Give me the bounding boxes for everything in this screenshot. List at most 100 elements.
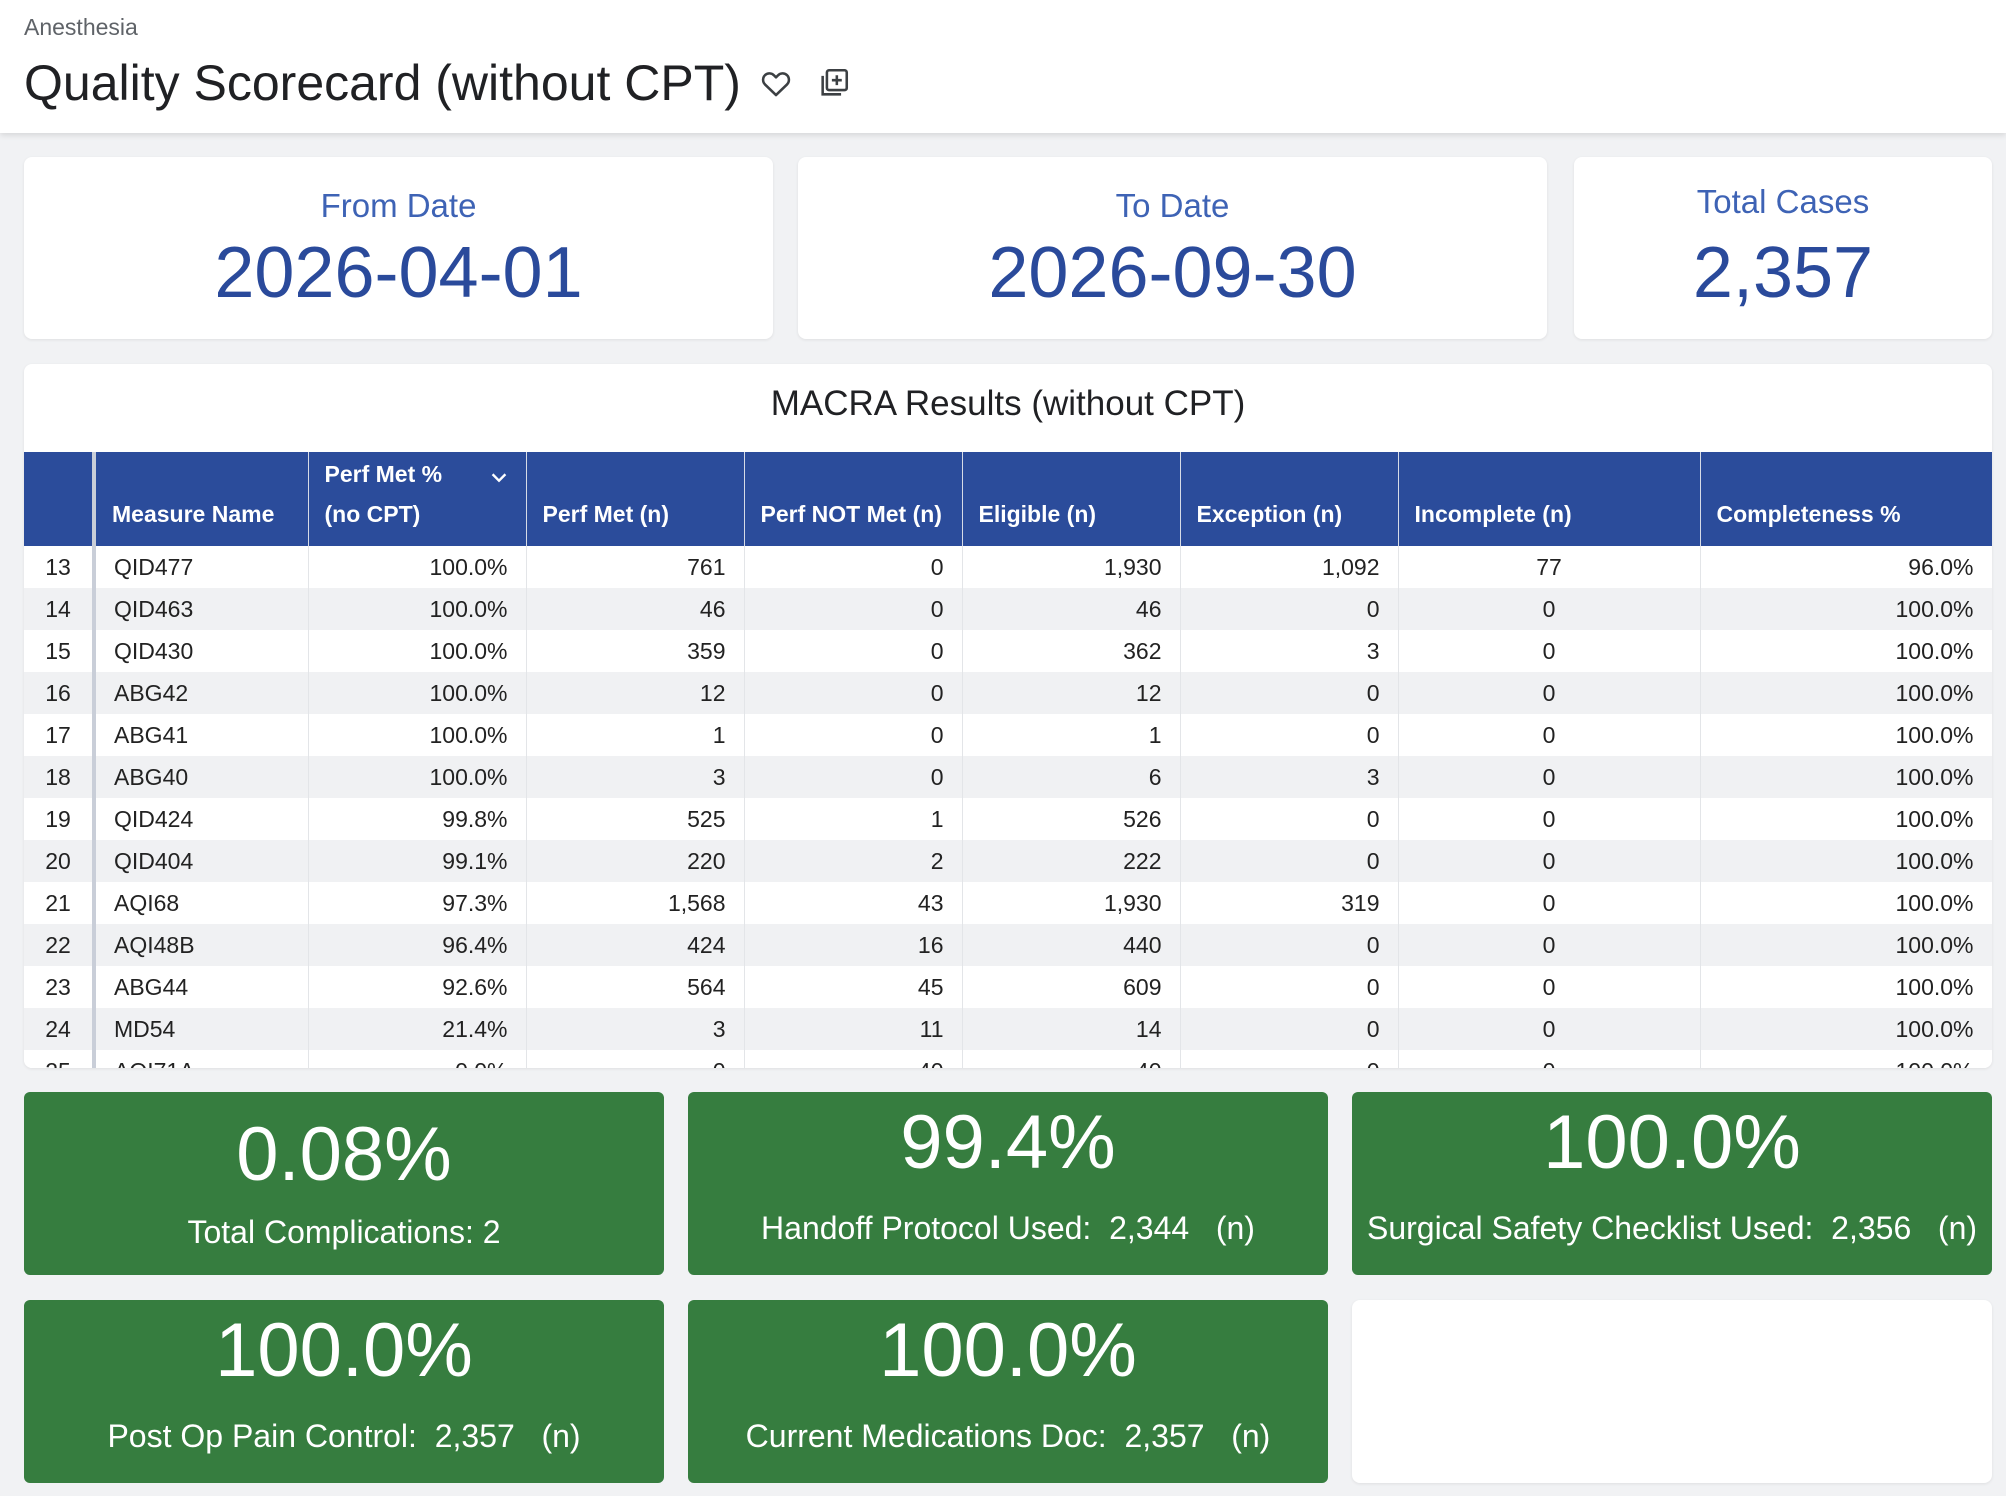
tile-label: Total Complications: 2 <box>187 1214 501 1250</box>
metric-tile-post-op-pain-control[interactable]: 100.0% Post Op Pain Control: 2,357 (n) <box>24 1300 664 1483</box>
column-header-measure-name[interactable]: Measure Name <box>94 452 309 546</box>
column-header-rownum <box>24 452 96 546</box>
table-cell: 1,092 <box>1180 546 1399 588</box>
table-row[interactable]: 17 ABG41 100.0% 1 0 1 0 0 100.0% <box>24 714 1992 756</box>
table-cell: 17 <box>24 714 96 756</box>
table-cell: 11 <box>744 1008 963 1050</box>
table-cell: 100.0% <box>1700 630 1992 672</box>
table-row[interactable]: 14 QID463 100.0% 46 0 46 0 0 100.0% <box>24 588 1992 630</box>
table-cell: AQI68 <box>94 882 309 924</box>
table-row[interactable]: 24 MD54 21.4% 3 11 14 0 0 100.0% <box>24 1008 1992 1050</box>
column-header-exception-n[interactable]: Exception (n) <box>1180 452 1399 546</box>
column-header-eligible-n[interactable]: Eligible (n) <box>962 452 1181 546</box>
total-cases-label: Total Cases <box>1696 183 1870 220</box>
table-cell: 0 <box>1180 966 1399 1008</box>
table-cell: 0 <box>1398 672 1701 714</box>
table-cell: 525 <box>526 798 745 840</box>
table-cell: 0 <box>1398 714 1701 756</box>
table-row[interactable]: 22 AQI48B 96.4% 424 16 440 0 0 100.0% <box>24 924 1992 966</box>
table-row[interactable]: 15 QID430 100.0% 359 0 362 3 0 100.0% <box>24 630 1992 672</box>
table-cell: ABG40 <box>94 756 309 798</box>
table-cell: 0 <box>1398 756 1701 798</box>
table-cell: 77 <box>1398 546 1701 588</box>
table-cell: 526 <box>962 798 1181 840</box>
table-header-row: Measure Name Perf Met % (no CPT) Perf Me… <box>24 452 1992 546</box>
table-cell: 100.0% <box>1700 840 1992 882</box>
table-cell: 24 <box>24 1008 96 1050</box>
table-cell: 0.0% <box>308 1050 527 1068</box>
table-cell: QID463 <box>94 588 309 630</box>
table-cell: 0 <box>1180 588 1399 630</box>
table-title: MACRA Results (without CPT) <box>770 384 1246 423</box>
table-cell: AQI71A <box>94 1050 309 1068</box>
title-row: Quality Scorecard (without CPT) <box>24 48 857 118</box>
tile-value: 99.4% <box>900 1100 1116 1185</box>
column-header-label: Incomplete (n) <box>1414 501 1572 527</box>
table-row[interactable]: 21 AQI68 97.3% 1,568 43 1,930 319 0 100.0% <box>24 882 1992 924</box>
table-cell: 13 <box>24 546 96 588</box>
table-cell: 0 <box>744 714 963 756</box>
table-row[interactable]: 18 ABG40 100.0% 3 0 6 3 0 100.0% <box>24 756 1992 798</box>
heart-icon <box>761 72 791 97</box>
table-row[interactable]: 20 QID404 99.1% 220 2 222 0 0 100.0% <box>24 840 1992 882</box>
table-cell: 0 <box>1398 1008 1701 1050</box>
table-row[interactable]: 23 ABG44 92.6% 564 45 609 0 0 100.0% <box>24 966 1992 1008</box>
column-header-perf-not-met-n[interactable]: Perf NOT Met (n) <box>744 452 963 546</box>
table-cell: 20 <box>24 840 96 882</box>
table-cell: 0 <box>1180 924 1399 966</box>
table-cell: 1 <box>526 714 745 756</box>
table-cell: 22 <box>24 924 96 966</box>
tile-value: 100.0% <box>879 1308 1137 1393</box>
column-header-perf-met-pct[interactable]: Perf Met % (no CPT) <box>308 452 527 546</box>
chevron-down-icon[interactable] <box>488 466 510 488</box>
table-cell: 12 <box>526 672 745 714</box>
metric-tile-surgical-safety-checklist[interactable]: 100.0% Surgical Safety Checklist Used: 2… <box>1352 1092 1992 1275</box>
metric-tile-total-complications[interactable]: 0.08% Total Complications: 2 <box>24 1092 664 1275</box>
table-cell: 100.0% <box>1700 1050 1992 1068</box>
table-cell: 362 <box>962 630 1181 672</box>
to-date-card: To Date 2026-09-30 <box>798 157 1547 339</box>
add-to-dashboard-icon <box>821 68 848 96</box>
total-cases-card: Total Cases 2,357 <box>1574 157 1992 339</box>
table-row[interactable]: 13 QID477 100.0% 761 0 1,930 1,092 77 96.0% <box>24 546 1992 588</box>
table-cell: 1 <box>744 798 963 840</box>
table-cell: 18 <box>24 756 96 798</box>
table-cell: 0 <box>1180 798 1399 840</box>
table-row[interactable]: 16 ABG42 100.0% 12 0 12 0 0 100.0% <box>24 672 1992 714</box>
table-cell: 0 <box>744 546 963 588</box>
table-row[interactable]: 25AQI71A0.0%0404000100.0% <box>24 1050 1992 1068</box>
breadcrumb[interactable]: Anesthesia <box>24 14 138 40</box>
to-date-label: To Date <box>1115 187 1230 224</box>
table-cell: 100.0% <box>308 672 527 714</box>
table-cell: 222 <box>962 840 1181 882</box>
from-date-card: From Date 2026-04-01 <box>24 157 773 339</box>
tile-label: Current Medications Doc: 2,357 (n) <box>745 1418 1271 1454</box>
tile-label: Post Op Pain Control: 2,357 (n) <box>107 1418 581 1454</box>
add-to-dashboard-button[interactable] <box>811 60 857 106</box>
table-cell: 100.0% <box>308 714 527 756</box>
empty-tile <box>1352 1300 1992 1483</box>
metric-tile-current-medications-doc[interactable]: 100.0% Current Medications Doc: 2,357 (n… <box>688 1300 1328 1483</box>
table-cell: 1,568 <box>526 882 745 924</box>
macra-results-card: MACRA Results (without CPT) Measure Name… <box>24 364 1992 1068</box>
table-cell: 46 <box>526 588 745 630</box>
column-header-completeness-pct[interactable]: Completeness % <box>1700 452 1992 546</box>
column-header-perf-met-n[interactable]: Perf Met (n) <box>526 452 745 546</box>
table-cell: 0 <box>1180 714 1399 756</box>
table-cell: 3 <box>1180 630 1399 672</box>
table-cell: 19 <box>24 798 96 840</box>
column-header-label: Exception (n) <box>1196 501 1343 527</box>
table-cell: ABG42 <box>94 672 309 714</box>
column-header-incomplete-n[interactable]: Incomplete (n) <box>1398 452 1701 546</box>
table-cell: QID430 <box>94 630 309 672</box>
table-cell: 0 <box>1398 840 1701 882</box>
table-cell: 0 <box>1180 1050 1399 1068</box>
table-cell: 99.8% <box>308 798 527 840</box>
favorite-button[interactable] <box>753 60 799 106</box>
table-cell: 3 <box>526 756 745 798</box>
table-row[interactable]: 19 QID424 99.8% 525 1 526 0 0 100.0% <box>24 798 1992 840</box>
table-cell: 0 <box>1398 630 1701 672</box>
table-cell: MD54 <box>94 1008 309 1050</box>
metric-tile-handoff-protocol[interactable]: 99.4% Handoff Protocol Used: 2,344 (n) <box>688 1092 1328 1275</box>
table-cell: QID404 <box>94 840 309 882</box>
